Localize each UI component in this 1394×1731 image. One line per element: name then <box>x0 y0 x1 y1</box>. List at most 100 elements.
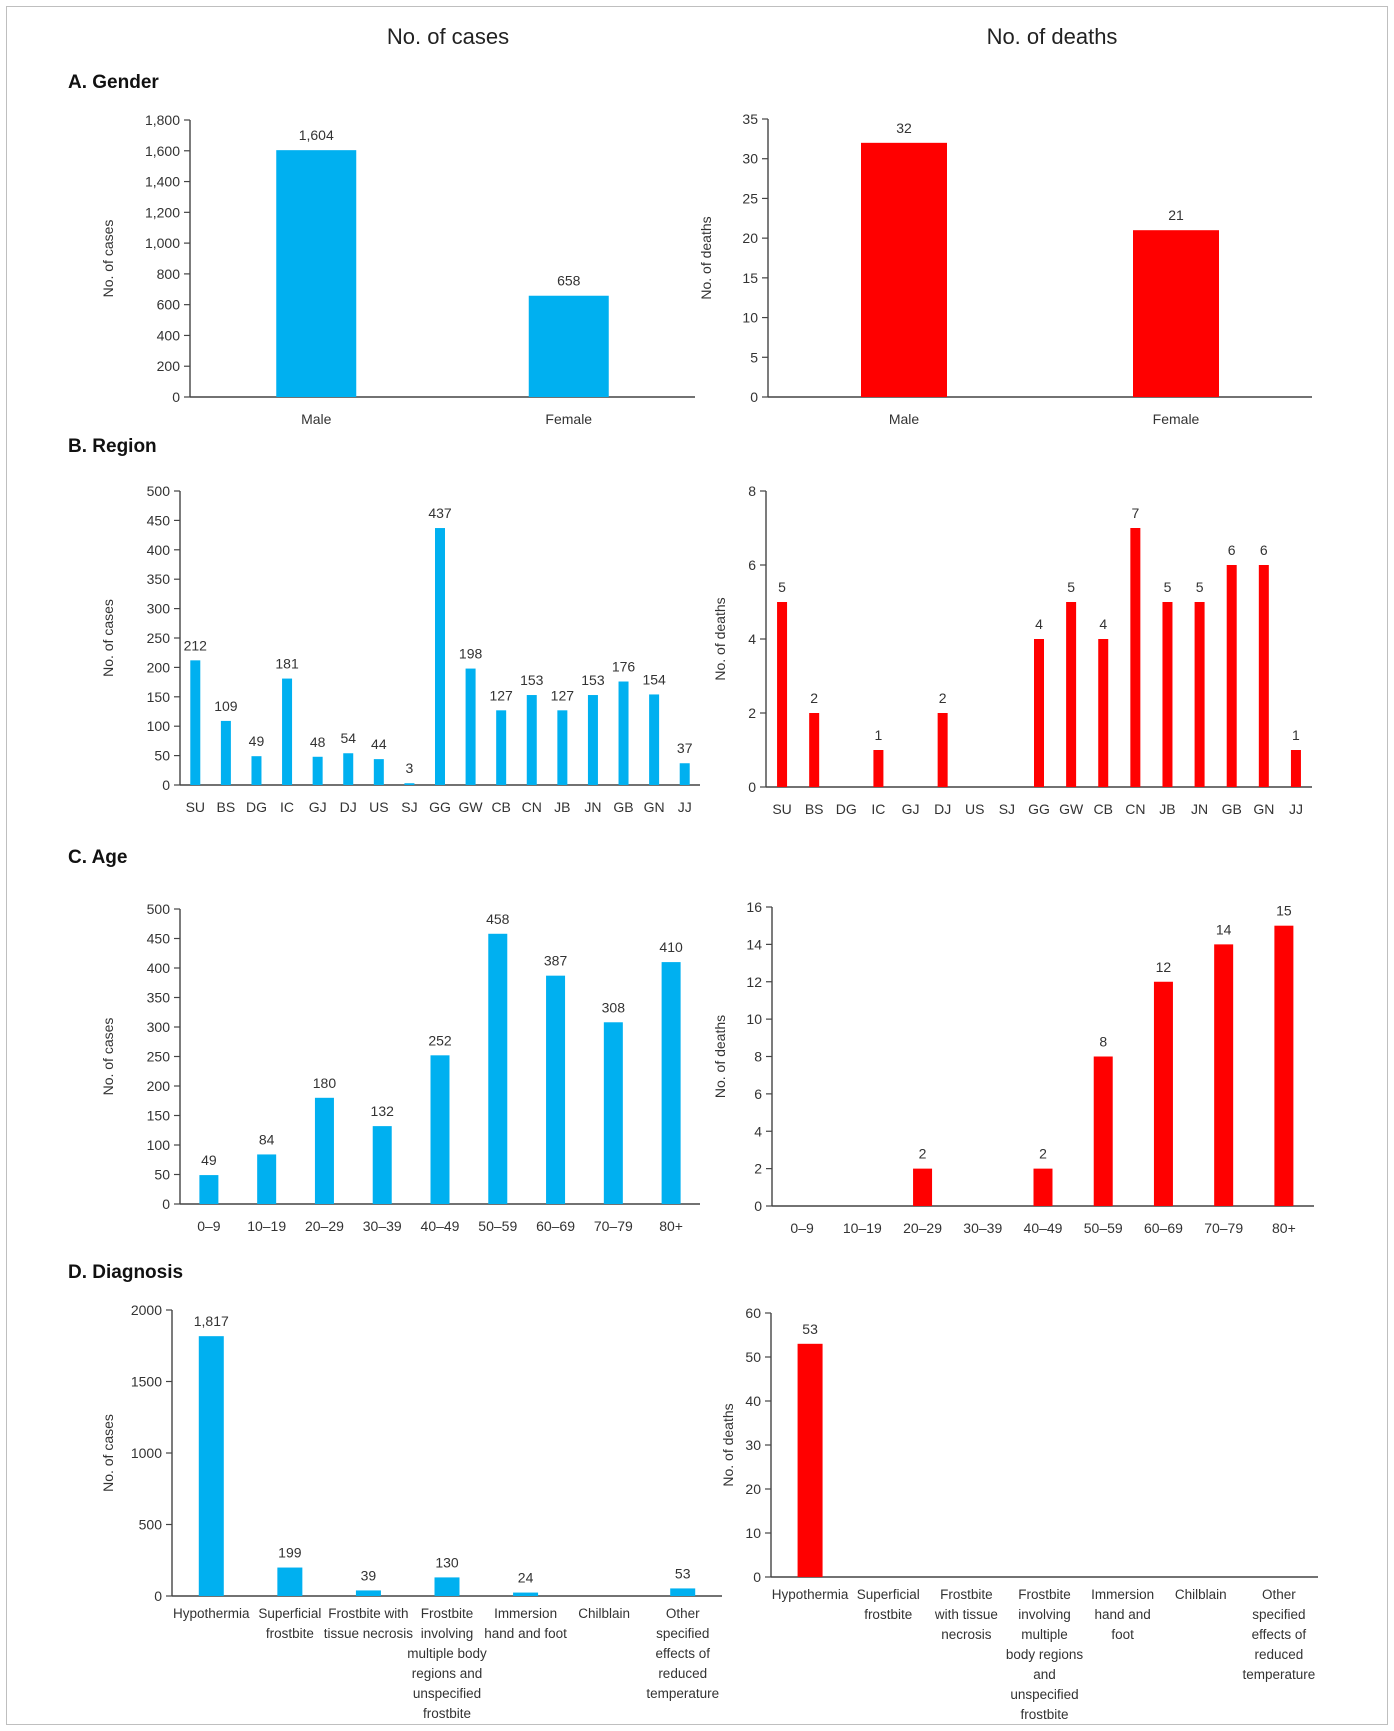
bar <box>488 933 508 1204</box>
data-label: 39 <box>361 1567 377 1583</box>
x-tick-label: 30–39 <box>963 1220 1002 1236</box>
bar <box>528 295 609 397</box>
y-tick-label: 15 <box>742 270 758 286</box>
y-tick-label: 20 <box>745 1481 761 1497</box>
bar <box>435 528 445 785</box>
data-label: 12 <box>1156 959 1172 975</box>
x-tick-label: CB <box>1094 801 1113 817</box>
x-tick-label: necrosis <box>941 1627 992 1642</box>
bar <box>913 1168 933 1206</box>
bar <box>809 713 820 787</box>
x-tick-label: 10–19 <box>247 1218 286 1234</box>
x-tick-label: Immersion <box>1091 1587 1154 1602</box>
y-tick-label: 5 <box>750 349 758 365</box>
x-tick-label: 80+ <box>659 1218 683 1234</box>
y-tick-label: 60 <box>745 1305 761 1321</box>
x-tick-label: unspecified <box>1010 1687 1078 1702</box>
x-tick-label: unspecified <box>413 1686 481 1701</box>
bar <box>513 1592 539 1596</box>
bar <box>546 975 566 1204</box>
x-tick-label: CN <box>1125 801 1145 817</box>
data-label: 180 <box>313 1075 337 1091</box>
bar <box>557 710 568 785</box>
x-tick-label: temperature <box>1243 1667 1316 1682</box>
y-tick-label: 0 <box>754 1198 762 1214</box>
x-tick-label: Frostbite <box>421 1606 474 1621</box>
x-tick-label: Male <box>301 411 332 427</box>
section-title-region: B. Region <box>68 436 157 457</box>
data-label: 252 <box>428 1032 452 1048</box>
y-tick-label: 350 <box>147 990 171 1006</box>
x-tick-label: Chilblain <box>578 1606 630 1621</box>
y-tick-label: 0 <box>172 389 180 405</box>
bar <box>314 1097 334 1204</box>
data-label: 181 <box>275 656 299 672</box>
y-tick-label: 0 <box>753 1569 761 1585</box>
x-tick-label: Other <box>666 1606 700 1621</box>
y-tick-label: 400 <box>157 327 181 343</box>
x-tick-label: SU <box>186 799 205 815</box>
x-tick-label: GJ <box>902 801 920 817</box>
y-tick-label: 30 <box>745 1437 761 1453</box>
x-tick-label: involving <box>421 1626 474 1641</box>
section-title-gender: A. Gender <box>68 72 159 93</box>
x-tick-label: frostbite <box>423 1706 471 1721</box>
data-label: 153 <box>581 672 605 688</box>
x-tick-label: GG <box>429 799 451 815</box>
y-tick-label: 1,200 <box>145 204 180 220</box>
data-label: 32 <box>896 120 912 136</box>
y-tick-label: 350 <box>147 571 171 587</box>
y-tick-label: 500 <box>147 901 171 917</box>
data-label: 53 <box>675 1565 691 1581</box>
x-tick-label: GB <box>1222 801 1242 817</box>
bar <box>670 1588 696 1596</box>
bar <box>777 602 788 787</box>
bar <box>661 962 681 1204</box>
x-tick-label: 30–39 <box>363 1218 402 1234</box>
x-tick-label: Frostbite <box>1018 1587 1071 1602</box>
x-tick-label: effects of <box>1252 1627 1307 1642</box>
bar <box>1098 639 1109 787</box>
data-label: 5 <box>1067 579 1075 595</box>
y-tick-label: 200 <box>147 659 171 675</box>
bar <box>1290 750 1301 787</box>
y-tick-label: 50 <box>154 1167 170 1183</box>
data-label: 44 <box>371 736 387 752</box>
x-tick-label: JB <box>1159 801 1175 817</box>
y-tick-label: 300 <box>147 601 171 617</box>
data-label: 109 <box>214 698 238 714</box>
x-tick-label: JB <box>554 799 570 815</box>
bar <box>1130 528 1141 787</box>
data-label: 3 <box>406 760 414 776</box>
x-tick-label: IC <box>280 799 294 815</box>
data-label: 199 <box>278 1545 302 1561</box>
x-tick-label: with tissue <box>934 1607 998 1622</box>
x-tick-label: DJ <box>934 801 951 817</box>
y-tick-label: 150 <box>147 1108 171 1124</box>
x-tick-label: DG <box>836 801 857 817</box>
data-label: 127 <box>551 687 575 703</box>
x-tick-label: 20–29 <box>903 1220 942 1236</box>
y-tick-label: 300 <box>147 1019 171 1035</box>
bar <box>1066 602 1077 787</box>
y-axis-title: No. of cases <box>100 1018 116 1096</box>
x-tick-label: CB <box>491 799 510 815</box>
bar <box>277 1567 303 1596</box>
x-tick-label: Frostbite <box>940 1587 993 1602</box>
y-tick-label: 8 <box>754 1049 762 1065</box>
x-tick-label: JN <box>584 799 601 815</box>
bar <box>373 759 384 785</box>
data-label: 54 <box>340 730 356 746</box>
y-tick-label: 400 <box>147 960 171 976</box>
x-tick-label: GB <box>613 799 633 815</box>
y-tick-label: 500 <box>139 1517 163 1533</box>
y-tick-label: 10 <box>746 1011 762 1027</box>
x-tick-label: 10–19 <box>843 1220 882 1236</box>
x-tick-label: BS <box>217 799 236 815</box>
data-label: 84 <box>259 1131 275 1147</box>
x-tick-label: tissue necrosis <box>324 1626 414 1641</box>
